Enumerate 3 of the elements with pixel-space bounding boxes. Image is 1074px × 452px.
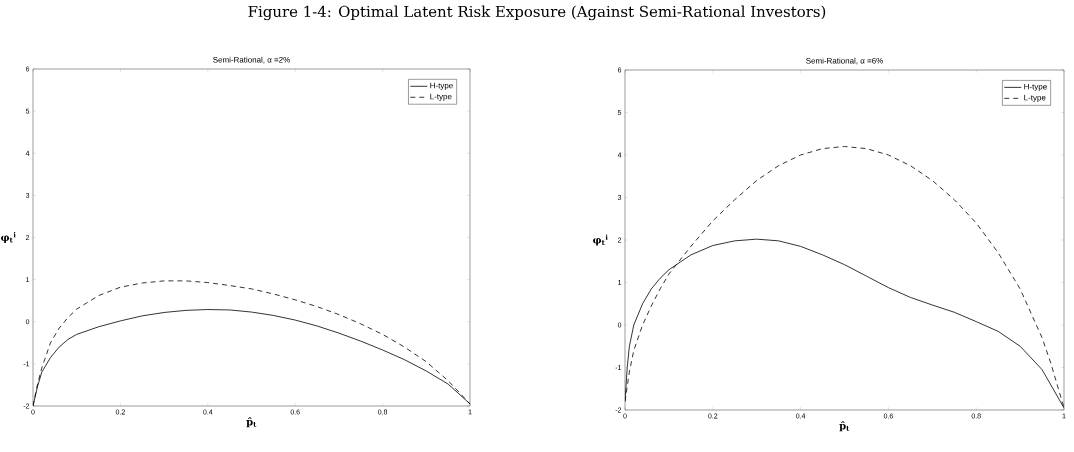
caption: Figure 1-4: Optimal Latent Risk Exposure (Against Semi-Rational Investors) [248,5,826,21]
x-axis-title: p̂$_{t}$ [839,421,850,432]
x-axis-title: p̂$_{t}$ [246,417,257,428]
